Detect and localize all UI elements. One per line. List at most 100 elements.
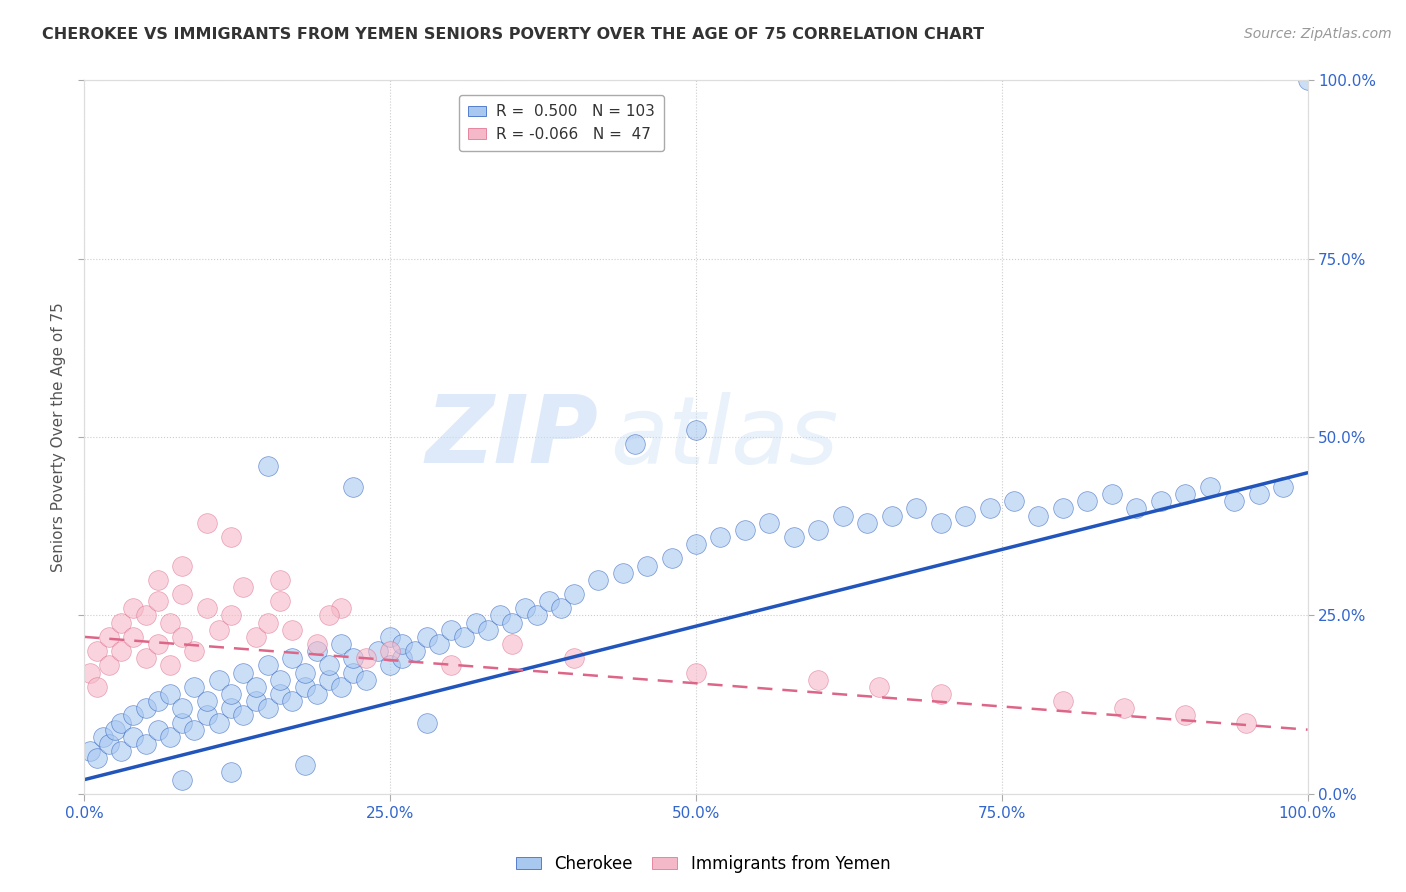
Point <box>380 658 402 673</box>
Point <box>195 601 218 615</box>
Point <box>257 658 280 673</box>
Point <box>219 765 242 780</box>
Point <box>831 508 853 523</box>
Point <box>269 687 291 701</box>
Point <box>122 730 145 744</box>
Point <box>208 673 231 687</box>
Point <box>219 701 242 715</box>
Point <box>550 601 572 615</box>
Point <box>783 530 806 544</box>
Point <box>380 644 402 658</box>
Point <box>305 644 328 658</box>
Point <box>122 630 145 644</box>
Point <box>183 680 205 694</box>
Point <box>1052 501 1074 516</box>
Point <box>330 637 353 651</box>
Text: atlas: atlas <box>610 392 838 483</box>
Point <box>172 701 194 715</box>
Point <box>79 744 101 758</box>
Point <box>269 573 291 587</box>
Point <box>1114 701 1136 715</box>
Point <box>1174 487 1197 501</box>
Point <box>354 673 377 687</box>
Point <box>86 680 108 694</box>
Point <box>416 630 439 644</box>
Point <box>219 530 242 544</box>
Point <box>97 658 120 673</box>
Point <box>195 708 218 723</box>
Point <box>685 423 707 437</box>
Point <box>1052 694 1074 708</box>
Point <box>869 680 891 694</box>
Point <box>79 665 101 680</box>
Point <box>1150 494 1173 508</box>
Point <box>110 744 132 758</box>
Point <box>979 501 1001 516</box>
Point <box>294 665 316 680</box>
Point <box>1223 494 1246 508</box>
Point <box>172 630 194 644</box>
Point <box>97 630 120 644</box>
Point <box>440 623 463 637</box>
Point <box>135 651 157 665</box>
Point <box>91 730 114 744</box>
Point <box>146 694 169 708</box>
Point <box>122 601 145 615</box>
Text: ZIP: ZIP <box>425 391 598 483</box>
Point <box>1296 73 1319 87</box>
Point <box>183 723 205 737</box>
Point <box>159 730 181 744</box>
Point <box>562 651 585 665</box>
Point <box>281 623 304 637</box>
Point <box>342 480 364 494</box>
Point <box>269 594 291 608</box>
Point <box>758 516 780 530</box>
Point <box>318 658 340 673</box>
Point <box>318 673 340 687</box>
Point <box>86 751 108 765</box>
Point <box>1198 480 1220 494</box>
Point <box>281 651 304 665</box>
Point <box>208 623 231 637</box>
Point <box>502 615 524 630</box>
Point <box>526 608 548 623</box>
Point <box>159 615 181 630</box>
Point <box>538 594 561 608</box>
Point <box>807 523 830 537</box>
Point <box>172 772 194 787</box>
Point <box>586 573 609 587</box>
Text: CHEROKEE VS IMMIGRANTS FROM YEMEN SENIORS POVERTY OVER THE AGE OF 75 CORRELATION: CHEROKEE VS IMMIGRANTS FROM YEMEN SENIOR… <box>42 27 984 42</box>
Point <box>257 458 280 473</box>
Point <box>464 615 486 630</box>
Point <box>305 687 328 701</box>
Point <box>146 594 169 608</box>
Point <box>172 587 194 601</box>
Point <box>404 644 426 658</box>
Point <box>807 673 830 687</box>
Point <box>269 673 291 687</box>
Point <box>294 680 316 694</box>
Text: Source: ZipAtlas.com: Source: ZipAtlas.com <box>1244 27 1392 41</box>
Point <box>427 637 450 651</box>
Point <box>661 551 683 566</box>
Point <box>1174 708 1197 723</box>
Point <box>195 516 218 530</box>
Point <box>232 665 254 680</box>
Point <box>208 715 231 730</box>
Point <box>354 651 377 665</box>
Point <box>1101 487 1123 501</box>
Point <box>110 715 132 730</box>
Point <box>245 630 267 644</box>
Point <box>330 601 353 615</box>
Point <box>330 680 353 694</box>
Point <box>380 630 402 644</box>
Point <box>318 608 340 623</box>
Point <box>905 501 928 516</box>
Point <box>562 587 585 601</box>
Point <box>342 651 364 665</box>
Point <box>1028 508 1050 523</box>
Point <box>305 637 328 651</box>
Point <box>245 680 267 694</box>
Point <box>135 701 157 715</box>
Point <box>219 687 242 701</box>
